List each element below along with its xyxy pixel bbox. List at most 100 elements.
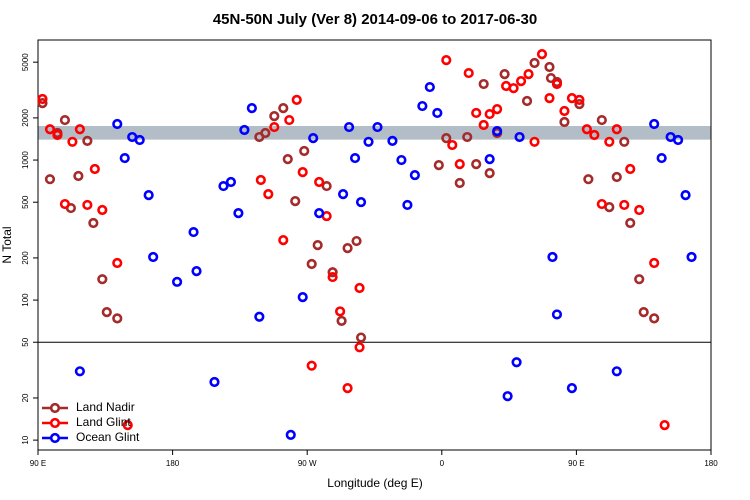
point (342, 243, 353, 254)
point (611, 124, 622, 135)
point (314, 176, 325, 188)
point (619, 199, 630, 211)
point (342, 383, 353, 394)
point (574, 94, 585, 105)
point (529, 57, 540, 69)
point (508, 83, 519, 94)
point (649, 118, 660, 130)
point (672, 134, 684, 146)
y-tick-label: 5000 (21, 53, 30, 71)
point (143, 189, 154, 201)
point (521, 95, 533, 107)
point (82, 199, 93, 211)
point (355, 196, 367, 208)
point (297, 167, 308, 178)
point (327, 271, 338, 283)
point (282, 153, 293, 165)
y-tick-label: 10 (21, 435, 30, 444)
point (581, 124, 592, 135)
point (101, 307, 112, 318)
point (596, 114, 607, 126)
legend-label: Ocean Glint (76, 430, 140, 444)
point (255, 174, 266, 186)
y-tick-label: 100 (21, 293, 30, 307)
point (308, 132, 319, 144)
legend-marker (49, 402, 61, 414)
point (59, 114, 71, 126)
point (112, 313, 123, 324)
point (372, 121, 383, 133)
point (254, 311, 265, 322)
point (659, 420, 670, 431)
point (112, 118, 123, 130)
point (492, 125, 503, 137)
point (551, 78, 563, 90)
point (67, 136, 78, 147)
point (218, 180, 229, 192)
point (354, 282, 365, 294)
point (278, 235, 289, 246)
point (611, 171, 622, 183)
point (417, 100, 428, 112)
y-tick-label: 50 (21, 337, 30, 346)
point (351, 235, 362, 247)
point (544, 92, 555, 104)
point (387, 135, 398, 147)
point (680, 189, 691, 201)
point (291, 94, 302, 105)
point (171, 276, 183, 287)
point (191, 266, 202, 277)
point (484, 153, 495, 165)
point (396, 154, 407, 166)
point (462, 131, 473, 143)
point (454, 177, 465, 189)
point (515, 76, 527, 87)
point (148, 251, 159, 263)
point (611, 366, 622, 377)
point (82, 135, 93, 147)
point (97, 274, 108, 285)
point (363, 136, 374, 147)
chart-title: 45N-50N July (Ver 8) 2014-09-06 to 2017-… (213, 11, 537, 28)
y-tick-label: 2000 (21, 108, 30, 126)
point (441, 55, 452, 66)
point (269, 121, 280, 133)
y-tick-label: 20 (21, 393, 30, 402)
point (97, 204, 108, 216)
plot-frame (37, 39, 712, 451)
legend-marker (49, 432, 61, 444)
point (112, 257, 123, 269)
x-tick-label: 90 W (298, 459, 317, 468)
point (52, 129, 63, 141)
point (209, 376, 220, 388)
point (619, 136, 630, 147)
y-axis-label: N Total (0, 226, 14, 263)
point (37, 93, 48, 105)
point (44, 124, 56, 135)
point (686, 251, 697, 263)
point (441, 132, 452, 144)
point (89, 163, 100, 175)
band (38, 126, 711, 140)
point (327, 267, 338, 278)
point (492, 104, 503, 115)
point (463, 67, 474, 79)
point (484, 108, 495, 120)
point (499, 68, 510, 80)
point (337, 189, 349, 200)
point (73, 170, 84, 182)
point (471, 107, 482, 119)
point (306, 258, 317, 270)
point (134, 134, 145, 146)
point (529, 136, 540, 147)
point (625, 163, 636, 175)
point (239, 124, 250, 136)
point (335, 306, 346, 317)
point (246, 102, 257, 114)
point (638, 307, 649, 318)
point (625, 217, 636, 229)
point (314, 208, 325, 219)
point (596, 198, 607, 210)
x-tick-label: 0 (440, 459, 445, 468)
